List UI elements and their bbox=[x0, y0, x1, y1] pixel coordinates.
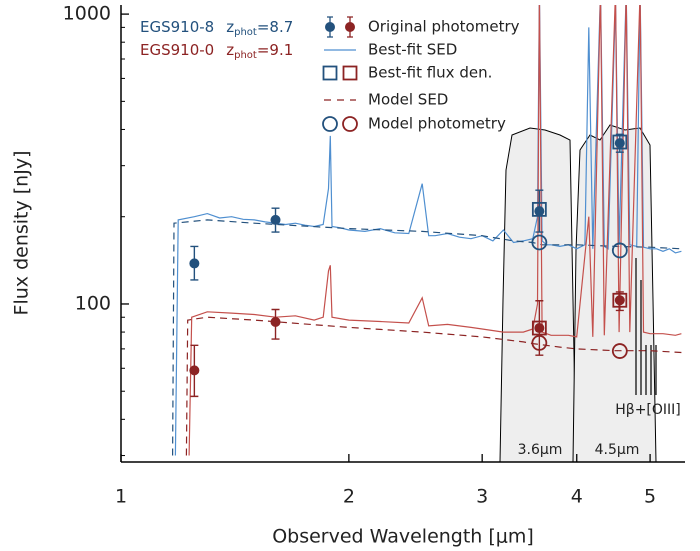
x-tick-label: 4 bbox=[571, 486, 583, 508]
plot-area bbox=[172, 5, 682, 456]
model-photometry bbox=[531, 234, 548, 251]
photometry-point bbox=[189, 258, 200, 269]
photometry-point bbox=[270, 214, 281, 225]
model-sed bbox=[172, 219, 682, 456]
photometry-point bbox=[534, 206, 545, 217]
x-axis-label: Observed Wavelength [μm] bbox=[272, 526, 534, 548]
filter-label: 4.5μm bbox=[595, 442, 640, 458]
y-tick-label: 100 bbox=[75, 292, 111, 314]
legend-label: Model SED bbox=[368, 91, 448, 109]
label-part: EGS910-0 bbox=[140, 41, 214, 59]
x-tick-label: 1 bbox=[115, 486, 127, 508]
x-tick-label: 3 bbox=[476, 486, 488, 508]
best-fit-sed bbox=[188, 5, 682, 456]
label-part: EGS910-8 bbox=[140, 18, 214, 36]
object-label: EGS910-8 zphot=8.7 bbox=[140, 18, 293, 39]
legend-marker bbox=[342, 116, 358, 132]
y-axis-label: Flux density [nJy] bbox=[11, 151, 33, 316]
photometry-point bbox=[614, 138, 625, 149]
legend-label: Best-fit flux den. bbox=[368, 64, 492, 82]
label-part: z bbox=[226, 18, 234, 36]
photometry-point bbox=[189, 365, 200, 376]
label-part: z bbox=[226, 41, 234, 59]
object-label: EGS910-0 zphot=9.1 bbox=[140, 41, 293, 62]
x-tick-label: 5 bbox=[644, 486, 656, 508]
legend-label: Model photometry bbox=[368, 115, 506, 133]
label-part: =8.7 bbox=[257, 18, 293, 36]
label-part: phot bbox=[234, 27, 257, 38]
legend-marker bbox=[325, 22, 335, 32]
legend-marker bbox=[322, 65, 338, 81]
label-part: phot bbox=[234, 50, 257, 61]
legend-marker bbox=[345, 22, 355, 32]
y-tick-label: 1000 bbox=[63, 3, 111, 25]
label-part: =9.1 bbox=[257, 41, 293, 59]
model-photometry bbox=[611, 242, 628, 259]
legend-marker bbox=[322, 116, 338, 132]
photometry-point bbox=[614, 295, 625, 306]
legend-marker bbox=[342, 65, 358, 81]
model-sed bbox=[185, 316, 682, 456]
best-fit-sed bbox=[174, 5, 682, 456]
legend-label: Original photometry bbox=[368, 18, 520, 36]
legend-label: Best-fit SED bbox=[368, 41, 457, 59]
photometry-point bbox=[270, 316, 281, 327]
line-label: Hβ+[OIII] bbox=[615, 402, 681, 418]
photometry-point bbox=[534, 323, 545, 334]
filter-label: 3.6μm bbox=[518, 442, 563, 458]
emission-lines bbox=[635, 258, 657, 395]
x-tick-label: 2 bbox=[343, 486, 355, 508]
model-photometry bbox=[611, 343, 628, 359]
